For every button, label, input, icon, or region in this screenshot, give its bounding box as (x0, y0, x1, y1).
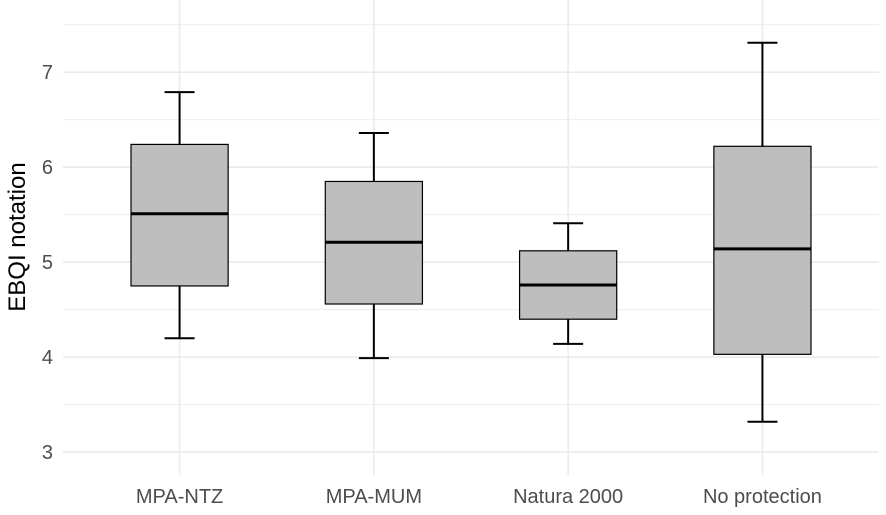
x-tick-label: No protection (703, 486, 822, 508)
box-mpa-mum (324, 132, 424, 360)
y-tick-label: 4 (42, 347, 53, 369)
x-tick-label: MPA-MUM (326, 486, 422, 508)
box-mpa-ntz (130, 91, 229, 340)
x-axis-ticks: MPA-NTZ MPA-MUM Natura 2000 No protection (136, 486, 822, 508)
y-tick-label: 7 (42, 62, 53, 84)
x-tick-label: MPA-NTZ (136, 486, 223, 508)
box-natura-2000 (518, 222, 618, 345)
boxes (130, 41, 812, 423)
box-no-protection (713, 41, 812, 423)
x-tick-label: Natura 2000 (513, 486, 623, 508)
y-tick-label: 3 (42, 442, 53, 464)
y-tick-label: 5 (42, 252, 53, 274)
y-tick-label: 6 (42, 157, 53, 179)
y-axis-ticks: 3 4 5 6 7 (42, 62, 53, 464)
y-axis-label: EBQI notation (4, 162, 31, 311)
